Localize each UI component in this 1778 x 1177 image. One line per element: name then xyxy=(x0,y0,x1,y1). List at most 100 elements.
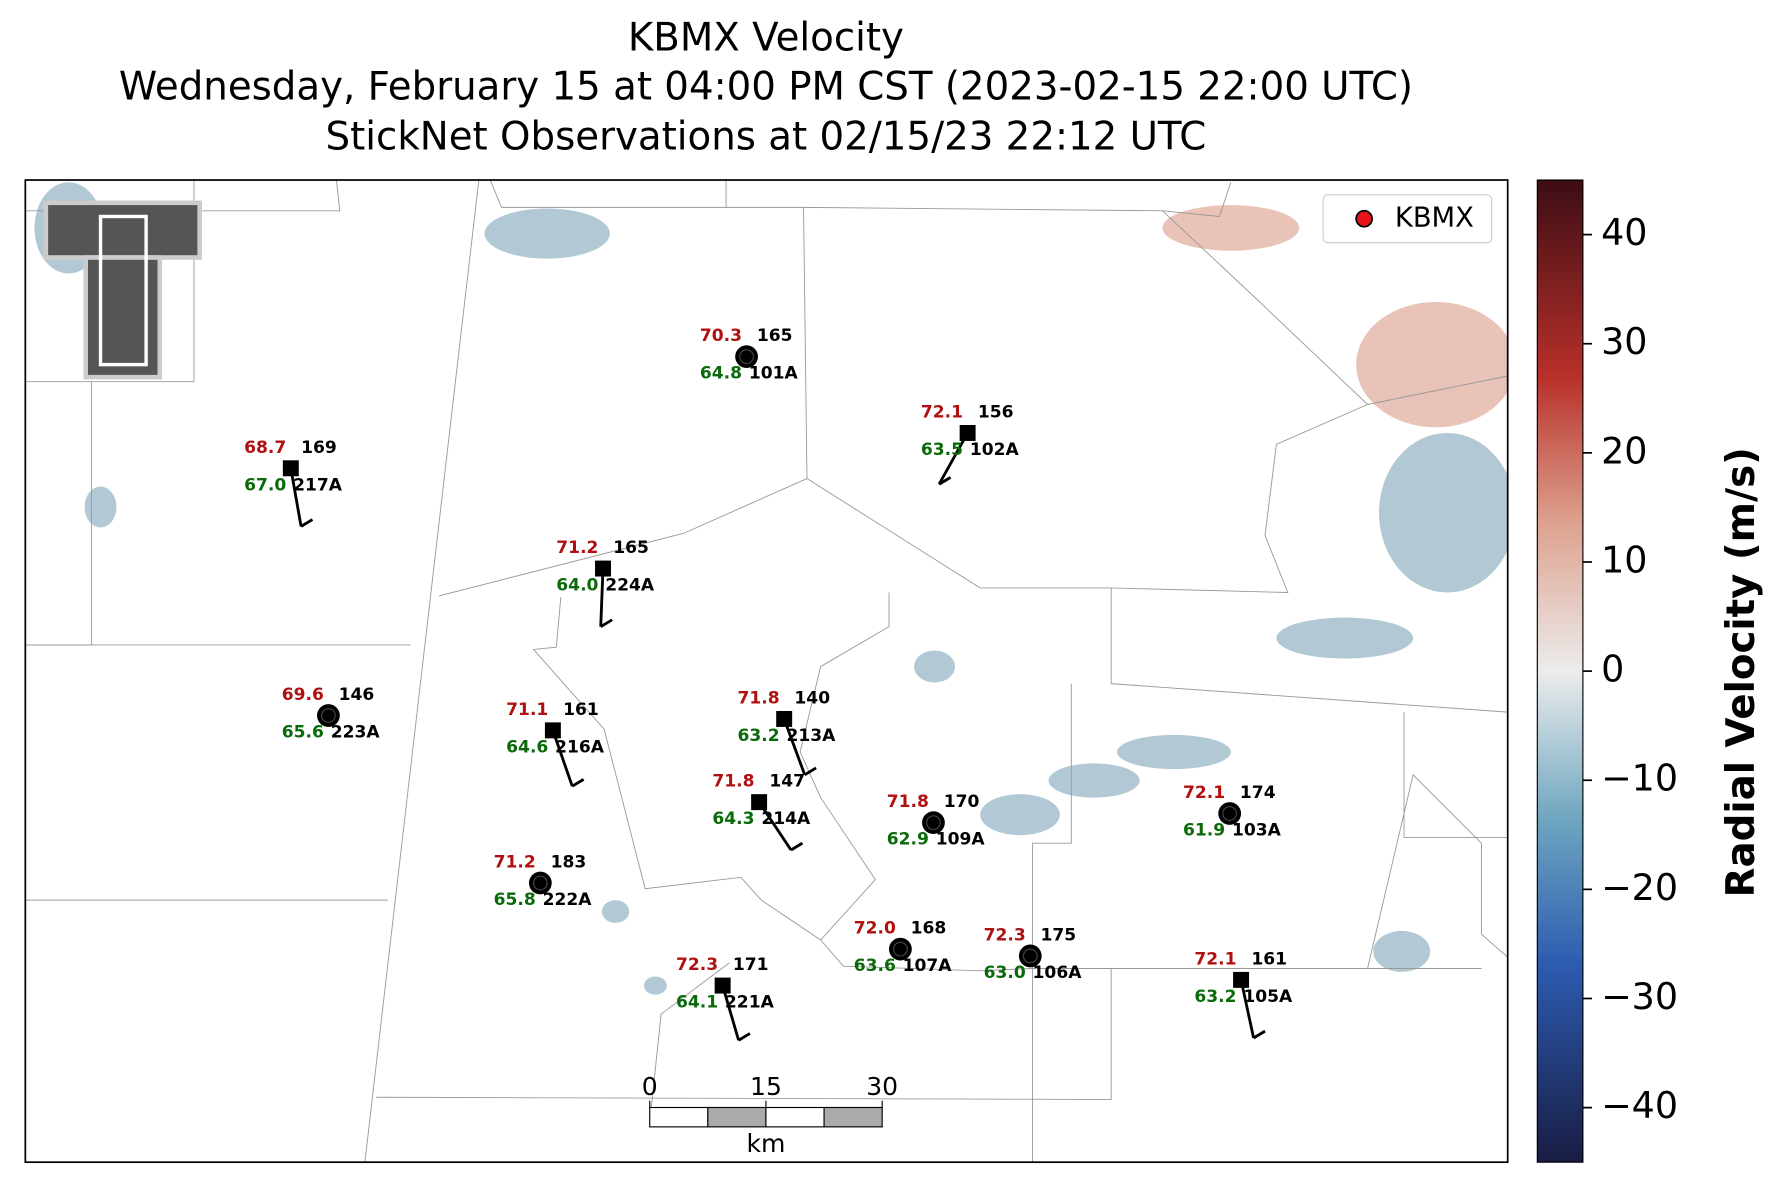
title-line: Wednesday, February 15 at 04:00 PM CST (… xyxy=(119,64,1413,109)
title-line: StickNet Observations at 02/15/23 22:12 … xyxy=(326,115,1207,160)
legend-label: KBMX xyxy=(1395,202,1474,233)
wind-barb xyxy=(937,432,969,485)
wind-barb-flag xyxy=(803,766,817,777)
station-marker xyxy=(282,460,299,477)
station-marker-ring xyxy=(532,875,548,891)
station-marker-ring xyxy=(321,708,336,723)
temperature: 71.8 xyxy=(712,772,754,792)
temperature: 71.2 xyxy=(556,538,598,558)
wind-barb xyxy=(782,718,807,776)
dewpoint: 64.0 xyxy=(556,576,598,596)
temperature: 72.1 xyxy=(1194,949,1236,969)
map xyxy=(25,180,1508,1163)
wind-barb xyxy=(551,729,574,787)
temperature: 70.3 xyxy=(700,326,742,346)
station-marker xyxy=(1018,944,1042,968)
station-value: 183 xyxy=(551,853,587,873)
station-id: 102A xyxy=(970,440,1020,460)
temperature: 71.1 xyxy=(506,700,548,720)
station-marker-ring xyxy=(926,815,941,831)
station-id: 103A xyxy=(1232,821,1282,841)
wind-barb xyxy=(599,568,605,627)
station-id: 217A xyxy=(293,475,343,495)
station-marker xyxy=(544,722,561,739)
station: 69.6 146 65.6 223A xyxy=(282,685,381,743)
station-value: 168 xyxy=(911,919,947,939)
station-id: 221A xyxy=(725,993,775,1013)
temperature: 72.3 xyxy=(984,925,1026,945)
dewpoint: 63.6 xyxy=(854,956,896,976)
station: 71.2 165 64.0 224A xyxy=(556,538,655,628)
colorbar-tick-label: 40 xyxy=(1601,211,1647,254)
radar-echoes xyxy=(34,182,1508,995)
station-value: 165 xyxy=(613,538,649,558)
station-marker xyxy=(595,560,611,577)
dewpoint: 63.2 xyxy=(1194,987,1236,1007)
colorbar-tick-label: 30 xyxy=(1601,320,1647,363)
wind-barb-flag xyxy=(1252,1029,1266,1040)
station: 72.1 161 63.2 105A xyxy=(1194,949,1293,1040)
colorbar xyxy=(1536,179,1584,1163)
station-marker xyxy=(1233,971,1250,988)
dewpoint: 64.8 xyxy=(700,364,742,384)
station-value: 169 xyxy=(301,438,337,458)
station: 71.2 183 65.8 222A xyxy=(494,853,593,911)
wind-barb-flag xyxy=(571,778,585,788)
station: 72.1 156 63.5 102A xyxy=(921,402,1020,486)
station-marker xyxy=(776,710,793,727)
station-id: 222A xyxy=(543,890,593,910)
colorbar-tick-label: 10 xyxy=(1601,538,1647,581)
wind-barb xyxy=(721,985,740,1041)
wind-barb-flag xyxy=(737,1032,751,1042)
temperature: 72.1 xyxy=(921,402,963,422)
wind-barb-flag xyxy=(300,518,314,528)
station: 71.8 170 62.9 109A xyxy=(887,792,986,850)
colorbar-tick-label: 20 xyxy=(1601,429,1647,472)
station-value: 175 xyxy=(1041,925,1077,945)
station: 71.1 161 64.6 216A xyxy=(506,700,605,788)
station-value: 170 xyxy=(944,792,980,812)
dewpoint: 63.2 xyxy=(737,726,779,746)
station-value: 165 xyxy=(757,326,793,346)
station-marker-ring xyxy=(892,941,908,957)
scale-bar-label: 30 xyxy=(866,1072,898,1101)
dewpoint: 65.8 xyxy=(494,890,536,910)
station-id: 216A xyxy=(555,737,605,757)
station-id: 213A xyxy=(786,726,836,746)
station-marker xyxy=(751,794,768,811)
station-marker-ring xyxy=(1022,948,1038,964)
station-id: 224A xyxy=(605,576,655,596)
wind-barb xyxy=(1239,979,1256,1039)
station-id: 105A xyxy=(1243,987,1293,1007)
temperature: 71.8 xyxy=(737,688,779,708)
station: 72.1 174 61.9 103A xyxy=(1183,783,1282,841)
wind-barb-flag xyxy=(790,841,804,852)
scale-bar-unit: km xyxy=(746,1129,785,1158)
station-value: 174 xyxy=(1240,783,1276,803)
station: 72.0 168 63.6 107A xyxy=(854,919,953,977)
station-id: 107A xyxy=(903,956,953,976)
station-marker xyxy=(714,977,731,994)
station-id: 106A xyxy=(1033,963,1083,983)
scale-bar-segment xyxy=(765,1106,825,1128)
dewpoint: 64.1 xyxy=(676,993,718,1013)
wind-barb-flag xyxy=(938,476,952,486)
station-value: 156 xyxy=(978,402,1014,422)
station-value: 171 xyxy=(733,955,769,975)
colorbar-tick-label: −10 xyxy=(1601,757,1678,800)
title-line: KBMX Velocity xyxy=(628,15,904,60)
temperature: 72.0 xyxy=(854,919,896,939)
scale-bar-label: 15 xyxy=(750,1072,782,1101)
station-id: 109A xyxy=(936,830,986,850)
logo xyxy=(43,200,202,380)
temperature: 72.3 xyxy=(676,955,718,975)
dewpoint: 61.9 xyxy=(1183,821,1225,841)
dewpoint: 67.0 xyxy=(244,475,286,495)
station: 72.3 171 64.1 221A xyxy=(676,955,775,1042)
station-value: 140 xyxy=(794,688,830,708)
station-value: 147 xyxy=(769,772,805,792)
station-id: 101A xyxy=(749,364,799,384)
legend-box xyxy=(1322,194,1493,244)
station: 68.7 169 67.0 217A xyxy=(244,438,343,528)
station: 72.3 175 63.0 106A xyxy=(984,925,1083,983)
